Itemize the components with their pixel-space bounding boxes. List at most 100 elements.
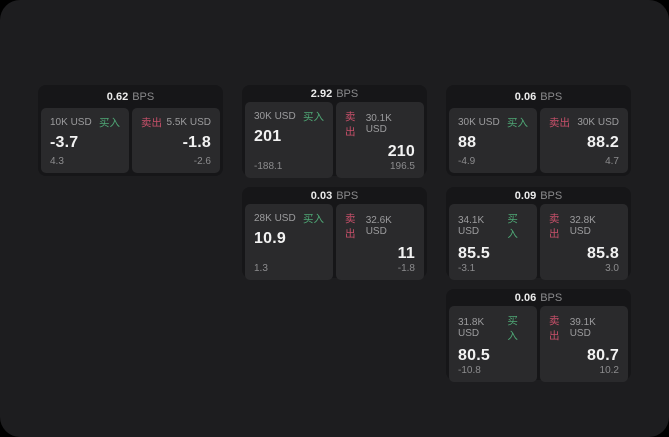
buy-tile[interactable]: 28K USD 买入 10.9 1.3: [245, 204, 333, 280]
spread-value: 0.62: [106, 91, 129, 103]
quote-cards-grid: 0.62 BPS 10K USD 买入 -3.7 4.3 卖出 5.5K USD: [38, 85, 631, 382]
buy-tile-top: 34.1K USD 买入: [458, 211, 528, 241]
sell-tile[interactable]: 卖出 39.1K USD 80.7 10.2: [540, 306, 628, 382]
sell-notional: 39.1K USD: [569, 317, 596, 339]
quote-card: 2.92 BPS 30K USD 买入 201 -188.1 卖出 30.1K …: [242, 85, 427, 178]
sell-notional: 32.8K USD: [569, 215, 596, 237]
buy-tile-top: 31.8K USD 买入: [458, 313, 528, 343]
spread-header: 0.06 BPS: [449, 292, 628, 304]
sell-notional: 32.6K USD: [365, 215, 392, 237]
buy-label: 买入: [303, 213, 324, 225]
sell-tile-top: 卖出 5.5K USD: [141, 115, 211, 130]
sell-label: 卖出: [141, 117, 162, 129]
spread-header: 0.62 BPS: [41, 88, 220, 106]
buy-change: -188.1: [254, 161, 283, 172]
tiles-row: 28K USD 买入 10.9 1.3 卖出 32.6K USD 11 -1.8: [245, 204, 424, 280]
sell-price: 210: [387, 143, 415, 160]
spread-header: 0.09 BPS: [449, 190, 628, 202]
sell-tile-top: 卖出 30.1K USD: [345, 109, 415, 139]
sell-price: 11: [397, 245, 415, 262]
sell-tile-top: 卖出 32.6K USD: [345, 211, 415, 241]
buy-change: -3.1: [458, 263, 476, 274]
sell-price: -1.8: [182, 134, 211, 151]
buy-notional: 30K USD: [254, 111, 296, 122]
buy-tile[interactable]: 31.8K USD 买入 80.5 -10.8: [449, 306, 537, 382]
tiles-row: 30K USD 买入 88 -4.9 卖出 30K USD 88.2 4.7: [449, 108, 628, 173]
tiles-row: 30K USD 买入 201 -188.1 卖出 30.1K USD 210 1…: [245, 102, 424, 178]
sell-tile[interactable]: 卖出 30.1K USD 210 196.5: [336, 102, 424, 178]
spread-value: 2.92: [310, 88, 333, 100]
quote-card: 0.62 BPS 10K USD 买入 -3.7 4.3 卖出 5.5K USD: [38, 85, 223, 176]
buy-label: 买入: [303, 111, 324, 123]
sell-notional: 5.5K USD: [166, 117, 211, 128]
sell-change: -2.6: [193, 156, 211, 167]
spread-value: 0.09: [514, 190, 537, 202]
buy-notional: 31.8K USD: [458, 317, 485, 339]
quote-card: 0.06 BPS 30K USD 买入 88 -4.9 卖出 30K USD: [446, 85, 631, 176]
sell-tile[interactable]: 卖出 30K USD 88.2 4.7: [540, 108, 628, 173]
buy-label: 买入: [507, 117, 528, 129]
buy-tile[interactable]: 30K USD 买入 201 -188.1: [245, 102, 333, 178]
sell-tile-top: 卖出 32.8K USD: [549, 211, 619, 241]
sell-tile[interactable]: 卖出 5.5K USD -1.8 -2.6: [132, 108, 220, 173]
buy-label: 买入: [507, 213, 518, 240]
buy-tile-top: 28K USD 买入: [254, 211, 324, 226]
sell-change: 196.5: [389, 161, 415, 172]
buy-tile[interactable]: 34.1K USD 买入 85.5 -3.1: [449, 204, 537, 280]
sell-change: 3.0: [605, 263, 619, 274]
buy-notional: 34.1K USD: [458, 215, 485, 237]
sell-price: 80.7: [587, 347, 619, 364]
sell-notional: 30K USD: [577, 117, 619, 128]
buy-price: 201: [254, 128, 282, 145]
spread-header: 2.92 BPS: [245, 88, 424, 100]
buy-tile-top: 30K USD 买入: [254, 109, 324, 124]
sell-tile-top: 卖出 30K USD: [549, 115, 619, 130]
buy-change: -4.9: [458, 156, 476, 167]
bps-unit-label: BPS: [540, 292, 563, 304]
sell-tile[interactable]: 卖出 32.6K USD 11 -1.8: [336, 204, 424, 280]
sell-change: -1.8: [397, 263, 415, 274]
bps-unit-label: BPS: [336, 88, 359, 100]
spread-value: 0.03: [310, 190, 333, 202]
buy-label: 买入: [99, 117, 120, 129]
spread-value: 0.06: [514, 91, 537, 103]
buy-tile-top: 30K USD 买入: [458, 115, 528, 130]
buy-price: 88: [458, 134, 477, 151]
sell-change: 10.2: [599, 365, 619, 376]
quote-card: 0.09 BPS 34.1K USD 买入 85.5 -3.1 卖出 32.8K…: [446, 187, 631, 280]
buy-notional: 10K USD: [50, 117, 92, 128]
sell-change: 4.7: [605, 156, 619, 167]
sell-tile[interactable]: 卖出 32.8K USD 85.8 3.0: [540, 204, 628, 280]
sell-label: 卖出: [345, 111, 356, 138]
sell-price: 88.2: [587, 134, 619, 151]
buy-price: 10.9: [254, 230, 286, 247]
sell-tile-top: 卖出 39.1K USD: [549, 313, 619, 343]
buy-price: 85.5: [458, 245, 490, 262]
buy-tile-top: 10K USD 买入: [50, 115, 120, 130]
quote-card: 0.03 BPS 28K USD 买入 10.9 1.3 卖出 32.6K US…: [242, 187, 427, 280]
spread-header: 0.06 BPS: [449, 88, 628, 106]
bps-unit-label: BPS: [132, 91, 155, 103]
buy-notional: 28K USD: [254, 213, 296, 224]
sell-label: 卖出: [345, 213, 356, 240]
spread-value: 0.06: [514, 292, 537, 304]
buy-notional: 30K USD: [458, 117, 500, 128]
buy-change: 4.3: [50, 156, 64, 167]
tiles-row: 10K USD 买入 -3.7 4.3 卖出 5.5K USD -1.8 -2.…: [41, 108, 220, 173]
buy-price: 80.5: [458, 347, 490, 364]
tiles-row: 34.1K USD 买入 85.5 -3.1 卖出 32.8K USD 85.8…: [449, 204, 628, 280]
buy-label: 买入: [507, 315, 518, 342]
spread-header: 0.03 BPS: [245, 190, 424, 202]
bps-unit-label: BPS: [540, 91, 563, 103]
tiles-row: 31.8K USD 买入 80.5 -10.8 卖出 39.1K USD 80.…: [449, 306, 628, 382]
bps-unit-label: BPS: [540, 190, 563, 202]
buy-price: -3.7: [50, 134, 79, 151]
sell-label: 卖出: [549, 117, 570, 129]
sell-notional: 30.1K USD: [365, 113, 392, 135]
buy-tile[interactable]: 30K USD 买入 88 -4.9: [449, 108, 537, 173]
sell-label: 卖出: [549, 315, 560, 342]
sell-price: 85.8: [587, 245, 619, 262]
quote-card: 0.06 BPS 31.8K USD 买入 80.5 -10.8 卖出 39.1…: [446, 289, 631, 382]
buy-tile[interactable]: 10K USD 买入 -3.7 4.3: [41, 108, 129, 173]
